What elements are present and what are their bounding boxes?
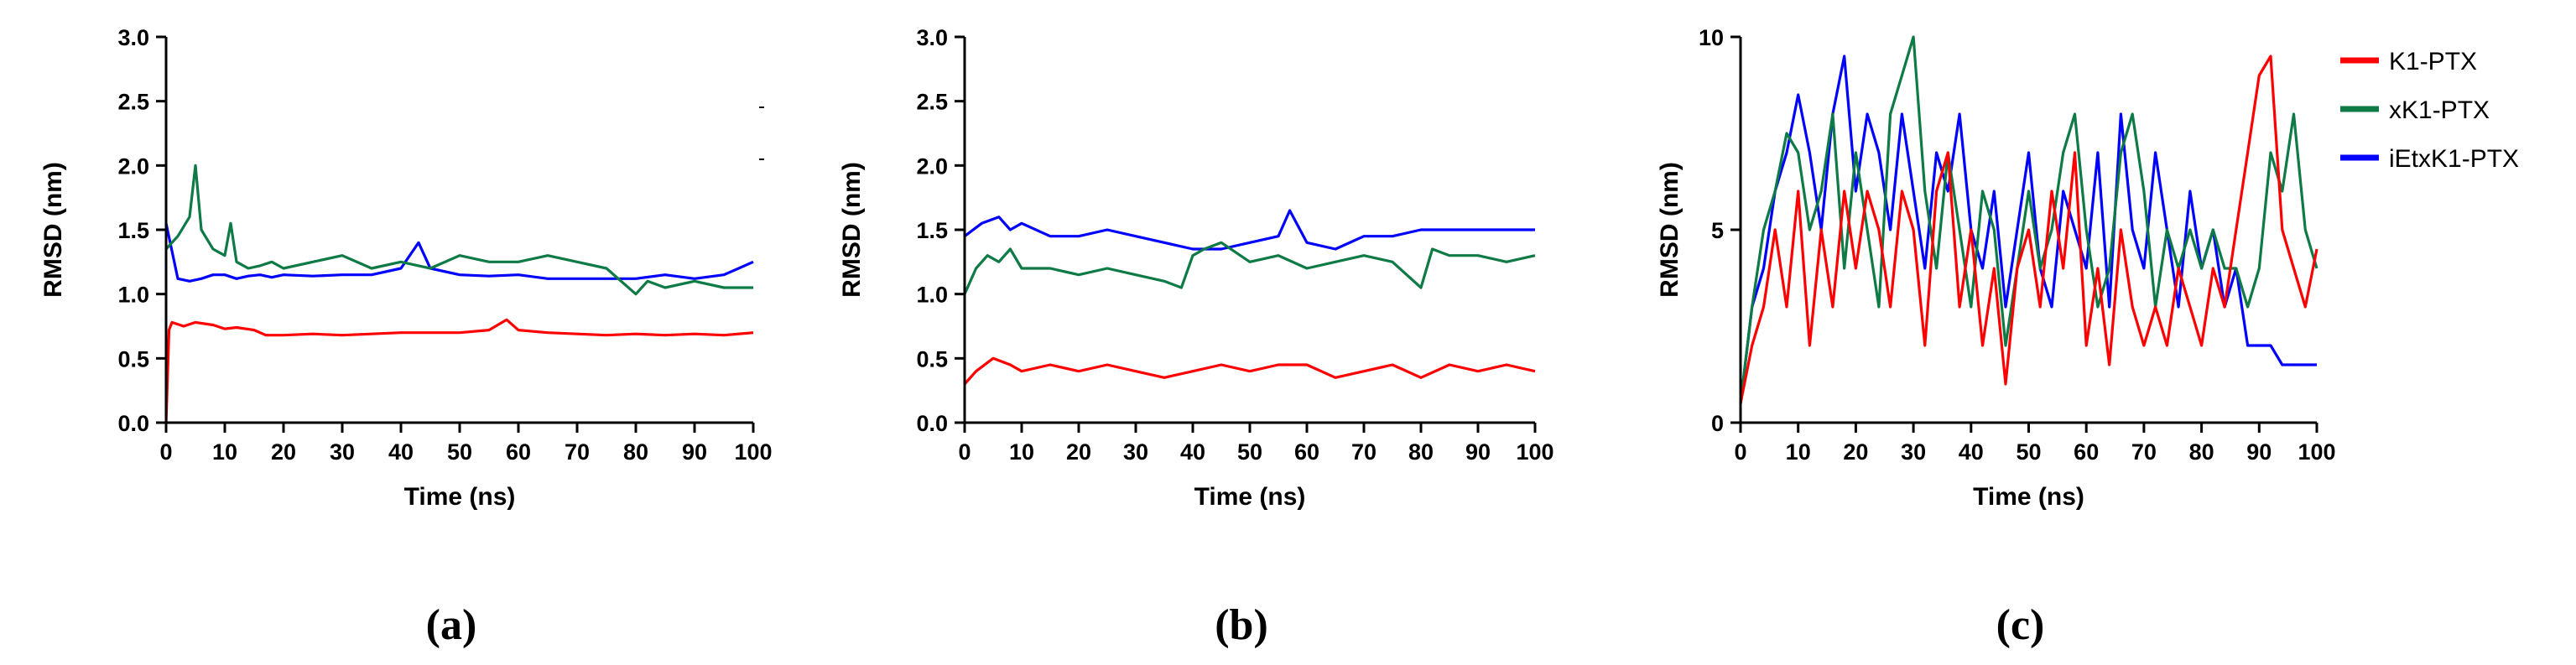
legend-label-ietxk1-ptx: iEtxK1-PTX [2389,145,2519,173]
x-tick-label: 100 [2298,439,2335,465]
x-tick-label: 20 [1066,439,1091,465]
y-tick-label: 0.0 [117,411,149,436]
y-tick-label: 1.0 [117,283,149,308]
x-tick-label: 0 [159,439,172,465]
x-tick-label: 30 [330,439,355,465]
x-tick-label: 30 [1901,439,1926,465]
x-tick-label: 90 [1465,439,1491,465]
x-axis-title: Time (ns) [404,483,516,511]
series-line-ietxk1-ptx [164,222,754,283]
chart-panel-a: 0 10 20 30 40 50 60 70 80 90 100 0.0 0.5 1.0 1.5 2.0 2.5… [39,25,773,649]
y-axis-title: RMSD (nm) [39,162,67,298]
series-line-ietxk1-ptx [964,209,1535,251]
series-line-xk1-ptx [1739,35,2318,404]
panel-label-a: (a) [426,601,477,649]
x-tick-label: 60 [506,439,531,465]
x-tick-label: 80 [1408,439,1434,465]
x-tick-label: 70 [1351,439,1376,465]
series-line-xk1-ptx [164,164,753,296]
series-line-k1-ptx [164,318,754,423]
legend-label-xk1-ptx: xK1-PTX [2389,96,2490,124]
x-tick-label: 10 [1786,439,1811,465]
y-tick-label: 2.5 [916,90,948,115]
x-tick-label: 0 [1734,439,1746,465]
y-tick-label: 3.0 [916,25,948,50]
x-tick-label: 40 [388,439,414,465]
y-tick-label: 1.0 [916,283,948,308]
series-line-k1-ptx [1739,55,2318,404]
x-tick-label: 40 [1959,439,1984,465]
x-tick-label: 100 [734,439,772,465]
y-tick-label: 0 [1711,411,1724,436]
series-line-k1-ptx [963,356,1536,386]
x-tick-label: 0 [958,439,971,465]
panel-label-c: (c) [1996,601,2045,649]
y-tick-label: 2.0 [916,153,948,179]
y-tick-label: 3.0 [117,25,149,50]
x-tick-label: 20 [271,439,296,465]
y-tick-label: 10 [1699,25,1724,50]
x-tick-label: 50 [447,439,472,465]
panel-label-b: (b) [1215,601,1268,649]
x-tick-label: 10 [1009,439,1034,465]
legend-label-k1-ptx: K1-PTX [2389,48,2477,75]
y-tick-label: 0.5 [916,346,948,371]
y-tick-label: 2.0 [117,153,149,179]
x-tick-label: 40 [1180,439,1205,465]
chart-panel-c: 0 10 20 30 40 50 60 70 80 90 100 0 5 10 Time (ns) RMSD … [1656,25,2336,649]
y-tick-label: 1.5 [916,218,948,243]
y-tick-label: 2.5 [117,90,149,115]
x-tick-label: 100 [1516,439,1553,465]
x-tick-label: 60 [1294,439,1319,465]
x-tick-label: 80 [2189,439,2214,465]
x-tick-label: 20 [1843,439,1868,465]
y-tick-label: 0.0 [916,411,948,436]
x-tick-label: 30 [1123,439,1148,465]
y-axis-title: RMSD (nm) [838,162,866,298]
x-axis-title: Time (ns) [1973,483,2084,511]
y-tick-label: 5 [1711,218,1724,243]
x-axis-title: Time (ns) [1194,483,1306,511]
y-tick-label: 0.5 [117,346,149,371]
x-tick-label: 90 [2246,439,2272,465]
x-tick-label: 90 [682,439,707,465]
x-tick-label: 70 [565,439,590,465]
y-axis-title: RMSD (nm) [1656,162,1684,298]
series-line-xk1-ptx [963,241,1536,295]
chart-panel-b: 0 10 20 30 40 50 60 70 80 90 100 0.0 0.5 1.0 1.5 2.0 2.5… [838,25,1554,649]
x-tick-label: 10 [212,439,237,465]
x-tick-label: 70 [2131,439,2157,465]
x-tick-label: 80 [623,439,648,465]
x-tick-label: 60 [2074,439,2099,465]
x-tick-label: 50 [2016,439,2041,465]
y-tick-label: 1.5 [117,218,149,243]
legend: K1-PTX xK1-PTX iEtxK1-PTX [2340,48,2519,173]
x-tick-label: 50 [1237,439,1262,465]
series-line-ietxk1-ptx [1739,55,2317,404]
